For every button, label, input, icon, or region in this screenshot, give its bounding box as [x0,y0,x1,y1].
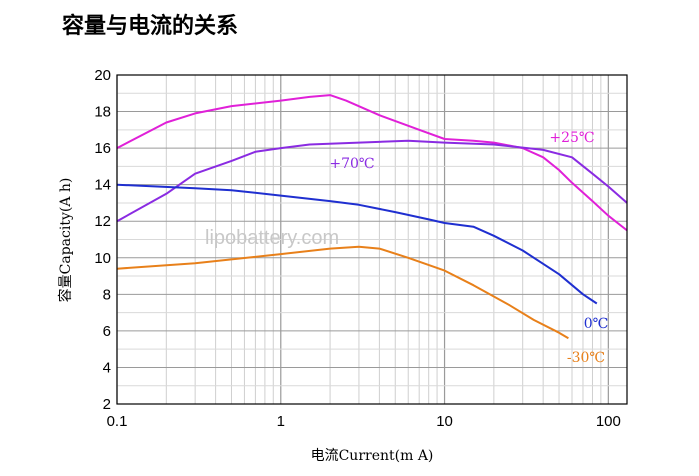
series-line [116,94,628,232]
y-tick-label: 12 [94,213,111,230]
series-line [116,139,628,223]
y-tick-label: 20 [94,67,111,84]
y-tick-label: 8 [103,286,111,303]
y-tick-label: 10 [94,250,111,267]
y-tick-label: 6 [103,323,111,340]
chart-title: 容量与电流的关系 [62,13,238,39]
y-axis-label: 容量Capacity(A h) [57,178,74,303]
series-line [116,245,569,340]
series-label: -30℃ [567,350,605,366]
tick-labels: 2 4 6 8 10 12 14 16 18 20 0.1 1 10 100 [94,67,621,430]
y-tick-label: 18 [94,104,111,121]
plot-frame [116,74,628,405]
x-tick-label: 1 [277,413,285,430]
series-label: 0℃ [584,316,609,332]
series-lines [116,94,628,340]
grid [116,74,627,405]
series-labels: +25℃ +70℃ 0℃ -30℃ [329,130,608,366]
series-label: +25℃ [549,130,594,146]
x-tick-label: 100 [596,413,621,430]
series-label: +70℃ [329,156,374,172]
y-tick-label: 4 [103,359,111,376]
x-tick-label: 0.1 [107,413,128,430]
y-tick-label: 16 [94,140,111,157]
x-tick-label: 10 [436,413,453,430]
y-tick-label: 14 [94,177,111,194]
x-axis-label: 电流Current(m A) [311,448,434,464]
y-tick-label: 2 [103,396,111,413]
series-line [116,183,598,305]
watermark: lipobattery.com [205,227,339,249]
